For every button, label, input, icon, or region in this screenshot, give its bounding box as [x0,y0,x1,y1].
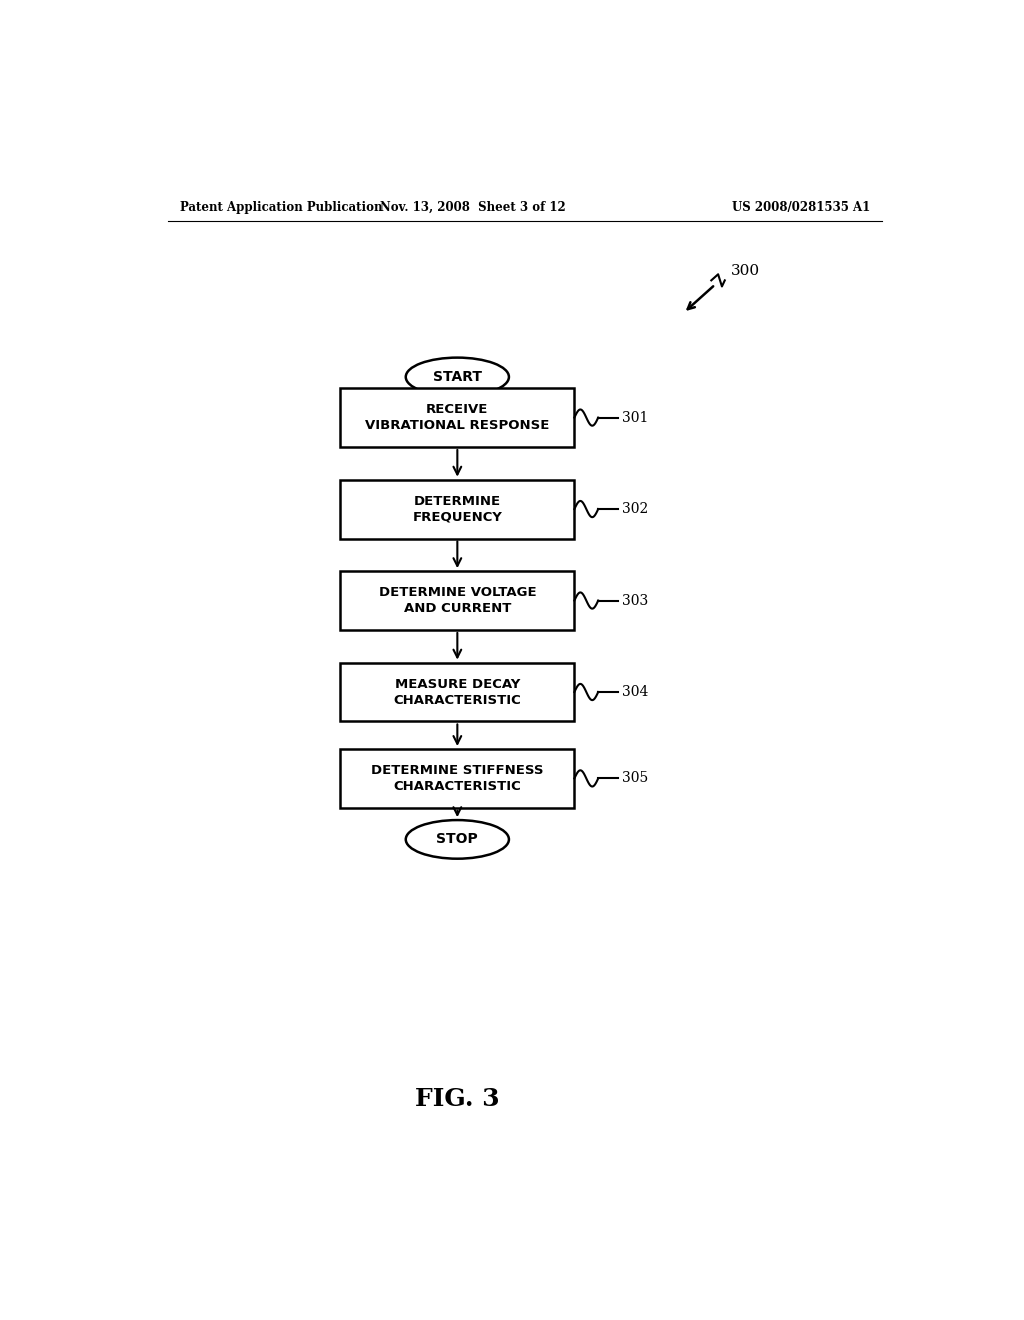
FancyBboxPatch shape [340,663,574,722]
Text: 300: 300 [731,264,760,279]
Text: DETERMINE STIFFNESS
CHARACTERISTIC: DETERMINE STIFFNESS CHARACTERISTIC [371,764,544,793]
Text: DETERMINE
FREQUENCY: DETERMINE FREQUENCY [413,495,503,524]
Text: RECEIVE
VIBRATIONAL RESPONSE: RECEIVE VIBRATIONAL RESPONSE [366,403,550,432]
FancyBboxPatch shape [340,388,574,447]
Text: 301: 301 [622,411,648,425]
Text: 302: 302 [622,502,648,516]
Text: Nov. 13, 2008  Sheet 3 of 12: Nov. 13, 2008 Sheet 3 of 12 [380,201,566,214]
Text: DETERMINE VOLTAGE
AND CURRENT: DETERMINE VOLTAGE AND CURRENT [379,586,537,615]
Text: MEASURE DECAY
CHARACTERISTIC: MEASURE DECAY CHARACTERISTIC [393,677,521,706]
FancyBboxPatch shape [340,479,574,539]
Text: Patent Application Publication: Patent Application Publication [179,201,382,214]
Ellipse shape [406,820,509,859]
Ellipse shape [406,358,509,396]
FancyBboxPatch shape [340,748,574,808]
Text: FIG. 3: FIG. 3 [415,1086,500,1110]
Text: 303: 303 [622,594,648,607]
Text: US 2008/0281535 A1: US 2008/0281535 A1 [732,201,870,214]
Text: START: START [433,370,482,384]
Text: 304: 304 [622,685,648,700]
FancyBboxPatch shape [340,572,574,630]
Text: STOP: STOP [436,833,478,846]
Text: 305: 305 [622,771,648,785]
